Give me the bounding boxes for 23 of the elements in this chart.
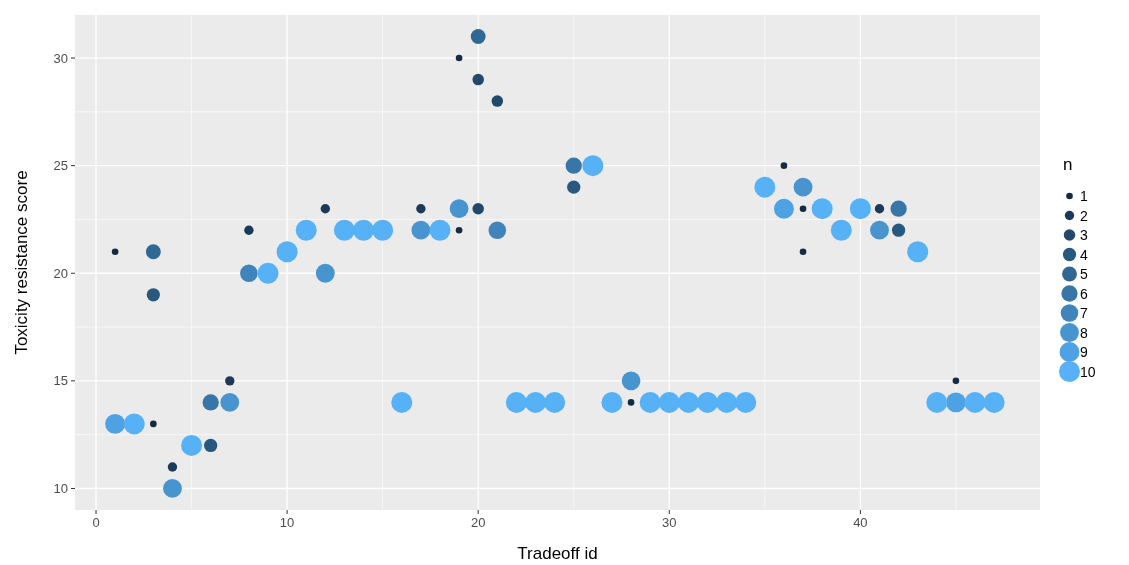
x-axis-title: Tradeoff id	[517, 544, 598, 563]
legend-label: 4	[1080, 246, 1088, 263]
legend-label: 3	[1080, 227, 1088, 243]
legend-label: 8	[1080, 324, 1088, 341]
x-tick-label: 40	[853, 515, 868, 530]
legend-label: 6	[1080, 285, 1088, 302]
legend-label: 9	[1080, 344, 1088, 360]
y-tick-label: 30	[53, 50, 68, 66]
x-tick-label: 0	[92, 515, 100, 530]
legend-label: 5	[1080, 266, 1088, 282]
legend-title: n	[1063, 155, 1073, 174]
legend-label: 7	[1080, 305, 1088, 321]
x-tick-label: 30	[662, 515, 677, 530]
x-tick-label: 20	[470, 515, 486, 530]
y-tick-label: 15	[53, 373, 68, 389]
y-tick-label: 20	[53, 265, 68, 281]
legend-label: 2	[1080, 207, 1088, 224]
y-tick-label: 10	[53, 480, 68, 496]
y-tick-label: 25	[53, 158, 68, 174]
y-axis-title: Toxicity resistance score	[12, 170, 31, 355]
legend-label: 1	[1080, 188, 1088, 204]
x-tick-label: 10	[279, 515, 295, 530]
legend-label: 10	[1080, 363, 1096, 380]
